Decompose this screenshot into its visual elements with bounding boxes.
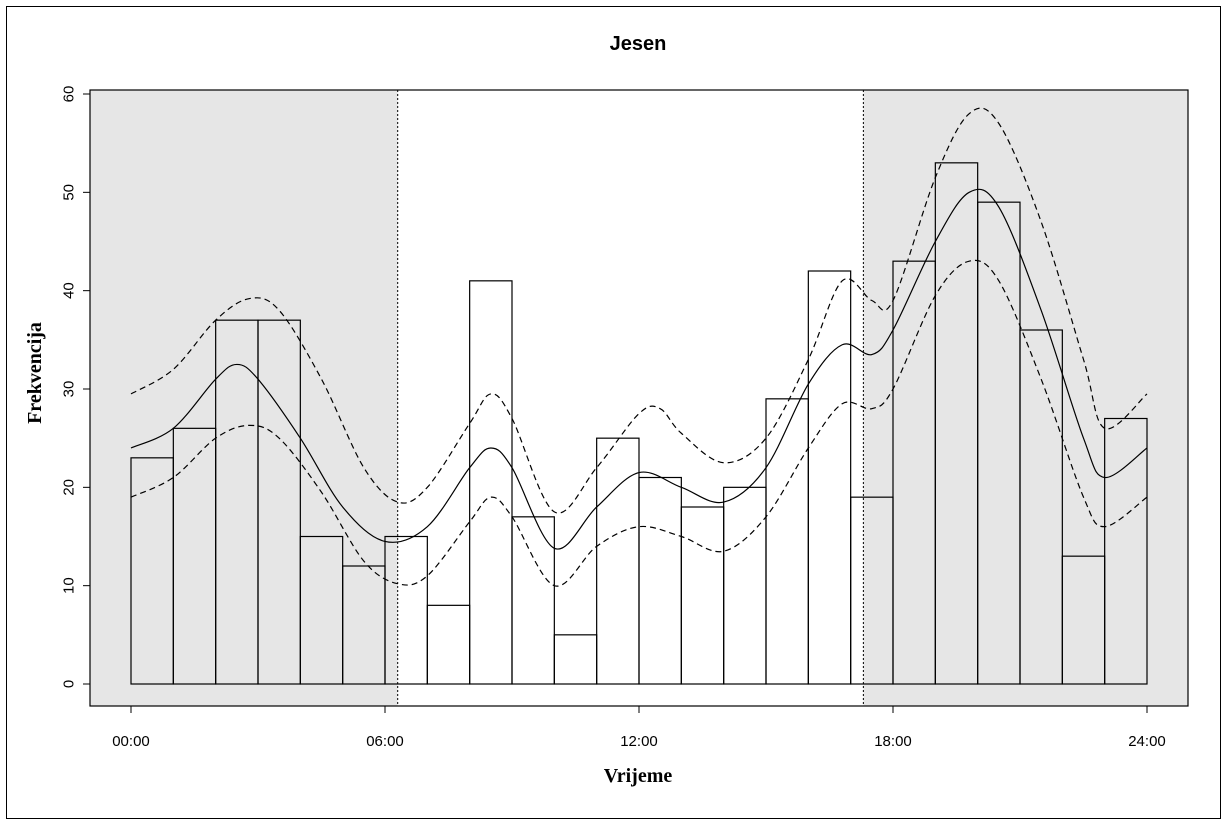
night-shade-0 (90, 90, 398, 706)
x-tick-label-0: 00:00 (112, 733, 150, 750)
y-tick-label-5: 50 (60, 184, 77, 201)
histogram-bar-3 (257, 319, 301, 685)
series-layer (130, 107, 1148, 587)
y-tick-label-4: 40 (60, 282, 77, 299)
histogram-bar-21 (1019, 329, 1063, 685)
x-tick-label-1: 06:00 (366, 733, 404, 750)
x-tick-label-4: 24:00 (1128, 733, 1166, 750)
histogram-bar-23 (1104, 417, 1148, 685)
chart-title: Jesen (610, 33, 667, 55)
histogram-layer (130, 162, 1148, 685)
histogram-bar-9 (511, 516, 555, 685)
x-axis-label: Vrijeme (604, 765, 673, 787)
series-line-mean (130, 188, 1148, 550)
y-tick-label-1: 10 (60, 577, 77, 594)
y-axis-label: Frekvencija (24, 322, 46, 424)
y-tick-label-3: 30 (60, 381, 77, 398)
night-shade-1 (863, 90, 1188, 706)
y-tick-label-2: 20 (60, 479, 77, 496)
axes-layer: 0 10 20 30 40 50 60 00:00 06:00 12:00 18:00 24:00 (60, 86, 1189, 750)
y-tick-label-0: 0 (60, 680, 77, 688)
histogram-bar-8 (469, 280, 513, 685)
plot-background-layer (90, 90, 1188, 706)
series-line-dashed-1 (130, 107, 1148, 514)
x-tick-label-3: 18:00 (874, 733, 912, 750)
x-tick-label-2: 12:00 (620, 733, 658, 750)
y-tick-label-6: 60 (60, 86, 77, 103)
series-line-dashed-2 (130, 259, 1148, 587)
histogram-bar-16 (807, 270, 852, 685)
